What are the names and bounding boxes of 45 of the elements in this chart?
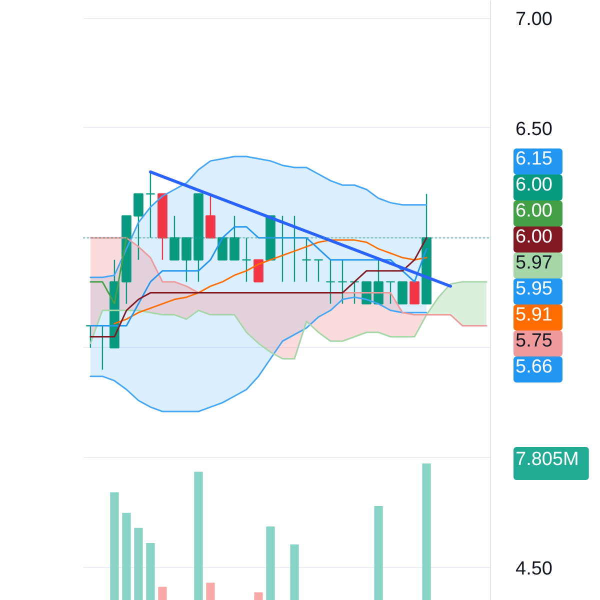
- candlestick: [182, 237, 192, 282]
- candlestick: [146, 171, 156, 238]
- bar: [110, 492, 119, 600]
- bar: [266, 526, 275, 600]
- candlestick: [242, 237, 252, 282]
- text: 6.15: [516, 148, 552, 170]
- text: 6.00: [516, 174, 552, 196]
- text: 5.95: [516, 278, 552, 300]
- bar: [194, 472, 203, 600]
- candlestick: [386, 281, 396, 304]
- line-series: [90, 156, 428, 278]
- y-tick-label: 4.50: [516, 558, 553, 580]
- candlestick: [302, 237, 312, 282]
- line-series: [90, 281, 488, 360]
- bar: [206, 582, 215, 600]
- text: 7.805M: [516, 449, 579, 470]
- candlestick: [134, 193, 144, 260]
- bar: [290, 544, 299, 600]
- candlestick: [374, 259, 384, 304]
- candlestick: [254, 259, 264, 282]
- candlestick: [170, 215, 180, 260]
- bar: [254, 592, 263, 600]
- text: 5.91: [516, 304, 552, 326]
- bar: [146, 542, 155, 600]
- line-series: [90, 237, 428, 338]
- candlestick: [338, 259, 348, 304]
- candlestick: [326, 259, 336, 304]
- candlestick: [314, 259, 324, 282]
- text: 5.97: [516, 252, 552, 274]
- text: 5.75: [516, 330, 552, 352]
- y-tick-label: 7.00: [516, 9, 553, 30]
- text: 5.66: [516, 356, 552, 378]
- text: 6.00: [516, 200, 552, 222]
- candlestick: [398, 281, 408, 304]
- bar: [122, 512, 131, 600]
- candlestick: [230, 215, 240, 260]
- candlestick: [410, 281, 420, 304]
- bar: [422, 464, 431, 600]
- text: 6.00: [516, 226, 552, 248]
- bar: [134, 528, 143, 600]
- y-tick-label: 6.50: [516, 118, 553, 140]
- bar: [374, 506, 383, 600]
- bar: [158, 586, 167, 600]
- line-series: [114, 239, 428, 324]
- candlestick: [350, 281, 360, 304]
